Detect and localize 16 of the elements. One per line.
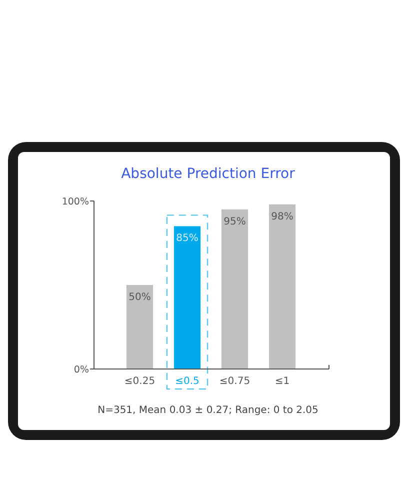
data-label: 95% xyxy=(224,216,246,228)
x-tick-label: ≤0.5 xyxy=(175,376,200,387)
x-tick-label: ≤0.75 xyxy=(219,376,250,387)
data-label: 85% xyxy=(176,233,198,244)
data-label: 98% xyxy=(271,211,294,222)
bar xyxy=(174,226,201,369)
chart-title: Absolute Prediction Error xyxy=(121,166,296,182)
y-tick-label: 100% xyxy=(62,196,89,208)
data-label: 50% xyxy=(128,292,151,303)
text: N=351, Mean 0.03 ± 0.27; Range: 0 to 2.05 xyxy=(98,405,318,416)
bar xyxy=(126,285,154,369)
x-tick-label: ≤1 xyxy=(274,376,290,387)
bar xyxy=(268,204,296,369)
y-tick-label: 0% xyxy=(74,364,89,376)
x-tick-label: ≤0.25 xyxy=(124,376,156,387)
bar xyxy=(221,209,248,369)
